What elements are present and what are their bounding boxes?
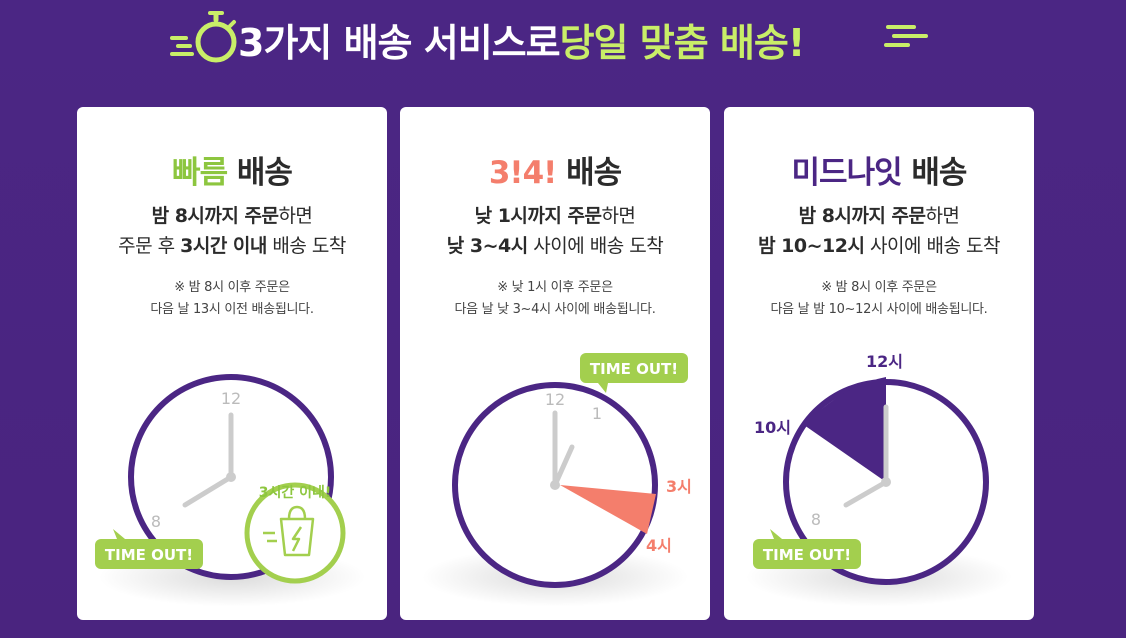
speed-lines-icon [884, 25, 928, 47]
clock-number-12: 12 [545, 390, 565, 409]
desc-line2-rest: 사이에 배송 도착 [864, 235, 1000, 257]
timeout-label: TIME OUT! [763, 546, 851, 564]
clock-illustration: 8 12시 10시 TIME OUT! [753, 352, 989, 585]
card-title: 미드나잇 배송 [724, 147, 1034, 192]
timeout-label: TIME OUT! [590, 360, 678, 378]
clock-number-8: 8 [151, 512, 161, 531]
note-line2: 다음 날 낮 3~4시 사이에 배송됩니다. [454, 302, 656, 317]
desc-line2-bold: 밤 10~12시 [758, 235, 865, 257]
note-line1: ※ 낮 1시 이후 주문은 [497, 280, 613, 295]
card-description: 밤 8시까지 주문하면 주문 후 3시간 이내 배송 도착 [77, 201, 387, 261]
desc-line1-bold: 낮 1시까지 주문 [474, 205, 602, 227]
desc-line2-rest: 배송 도착 [266, 235, 346, 257]
clock-center [881, 477, 891, 487]
timeout-bubble: TIME OUT! [580, 353, 688, 393]
badge-3hours: 3시간 이내! [244, 482, 346, 584]
desc-line2-pre: 주문 후 [118, 235, 181, 257]
note-line1: ※ 밤 8시 이후 주문은 [821, 280, 937, 295]
timeout-label: TIME OUT! [105, 546, 193, 564]
card-title: 빠름 배송 [77, 147, 387, 192]
note-line2: 다음 날 밤 10~12시 사이에 배송됩니다. [770, 302, 988, 317]
card-midnight-delivery: 미드나잇 배송 밤 8시까지 주문하면 밤 10~12시 사이에 배송 도착 ※… [724, 107, 1034, 620]
note-line1: ※ 밤 8시 이후 주문은 [174, 280, 290, 295]
desc-line2-bold: 3시간 이내 [180, 235, 267, 257]
card-note: ※ 밤 8시 이후 주문은 다음 날 밤 10~12시 사이에 배송됩니다. [724, 277, 1034, 321]
clock-number-8: 8 [811, 510, 821, 529]
desc-line1-rest: 하면 [278, 205, 313, 227]
card-description: 밤 8시까지 주문하면 밤 10~12시 사이에 배송 도착 [724, 201, 1034, 261]
label-12pm: 12시 [866, 352, 903, 371]
clock-center [226, 472, 236, 482]
card-title-accent: 3!4! [488, 155, 557, 191]
card-34-delivery: 3!4! 배송 낮 1시까지 주문하면 낮 3~4시 사이에 배송 도착 ※ 낮… [400, 107, 710, 620]
clock-number-1: 1 [592, 404, 602, 423]
card-title-rest: 배송 [556, 155, 622, 191]
label-3pm: 3시 [666, 477, 692, 496]
label-4pm: 4시 [646, 536, 672, 555]
card-title-rest: 배송 [227, 155, 293, 191]
title-highlight: 당일 맞춤 배송! [559, 20, 806, 65]
desc-line1-rest: 하면 [925, 205, 960, 227]
page-title: 3가지 배송 서비스로 당일 맞춤 배송! [238, 14, 806, 65]
desc-line2-rest: 사이에 배송 도착 [527, 235, 664, 257]
card-title-rest: 배송 [901, 155, 967, 191]
label-10pm: 10시 [754, 418, 791, 437]
hour-hand [843, 479, 889, 508]
hour-hand [182, 474, 234, 508]
note-line2: 다음 날 13시 이전 배송됩니다. [150, 302, 314, 317]
card-fast-delivery: 빠름 배송 밤 8시까지 주문하면 주문 후 3시간 이내 배송 도착 ※ 밤 … [77, 107, 387, 620]
desc-line2-bold: 낮 3~4시 [446, 235, 528, 257]
time-window-3-4 [560, 485, 656, 534]
card-note: ※ 밤 8시 이후 주문은 다음 날 13시 이전 배송됩니다. [77, 277, 387, 321]
stopwatch-speed-icon [170, 11, 237, 63]
card-title-accent: 빠름 [172, 155, 228, 191]
desc-line1-rest: 하면 [601, 205, 636, 227]
card-description: 낮 1시까지 주문하면 낮 3~4시 사이에 배송 도착 [400, 201, 710, 261]
card-title: 3!4! 배송 [400, 147, 710, 192]
badge-label: 3시간 이내! [259, 484, 332, 501]
time-window-10-12 [804, 377, 886, 482]
hour-hand [552, 444, 575, 488]
clock-number-12: 12 [221, 389, 241, 408]
title-part1: 3가지 배송 서비스로 [238, 20, 561, 65]
shopping-bag-icon [263, 505, 315, 557]
clock-illustration: 12 1 3시 4시 TIME OUT! [452, 353, 692, 588]
clock-center [550, 480, 560, 490]
timeout-bubble: TIME OUT! [95, 529, 203, 569]
desc-line1-bold: 밤 8시까지 주문 [798, 205, 926, 227]
desc-line1-bold: 밤 8시까지 주문 [151, 205, 279, 227]
timeout-bubble: TIME OUT! [753, 529, 861, 569]
header: 3가지 배송 서비스로 당일 맞춤 배송! [0, 0, 1126, 80]
card-note: ※ 낮 1시 이후 주문은 다음 날 낮 3~4시 사이에 배송됩니다. [400, 277, 710, 321]
card-title-accent: 미드나잇 [791, 155, 903, 191]
clock-illustration: 12 8 TIME OUT! 3시간 이내! [95, 374, 346, 584]
